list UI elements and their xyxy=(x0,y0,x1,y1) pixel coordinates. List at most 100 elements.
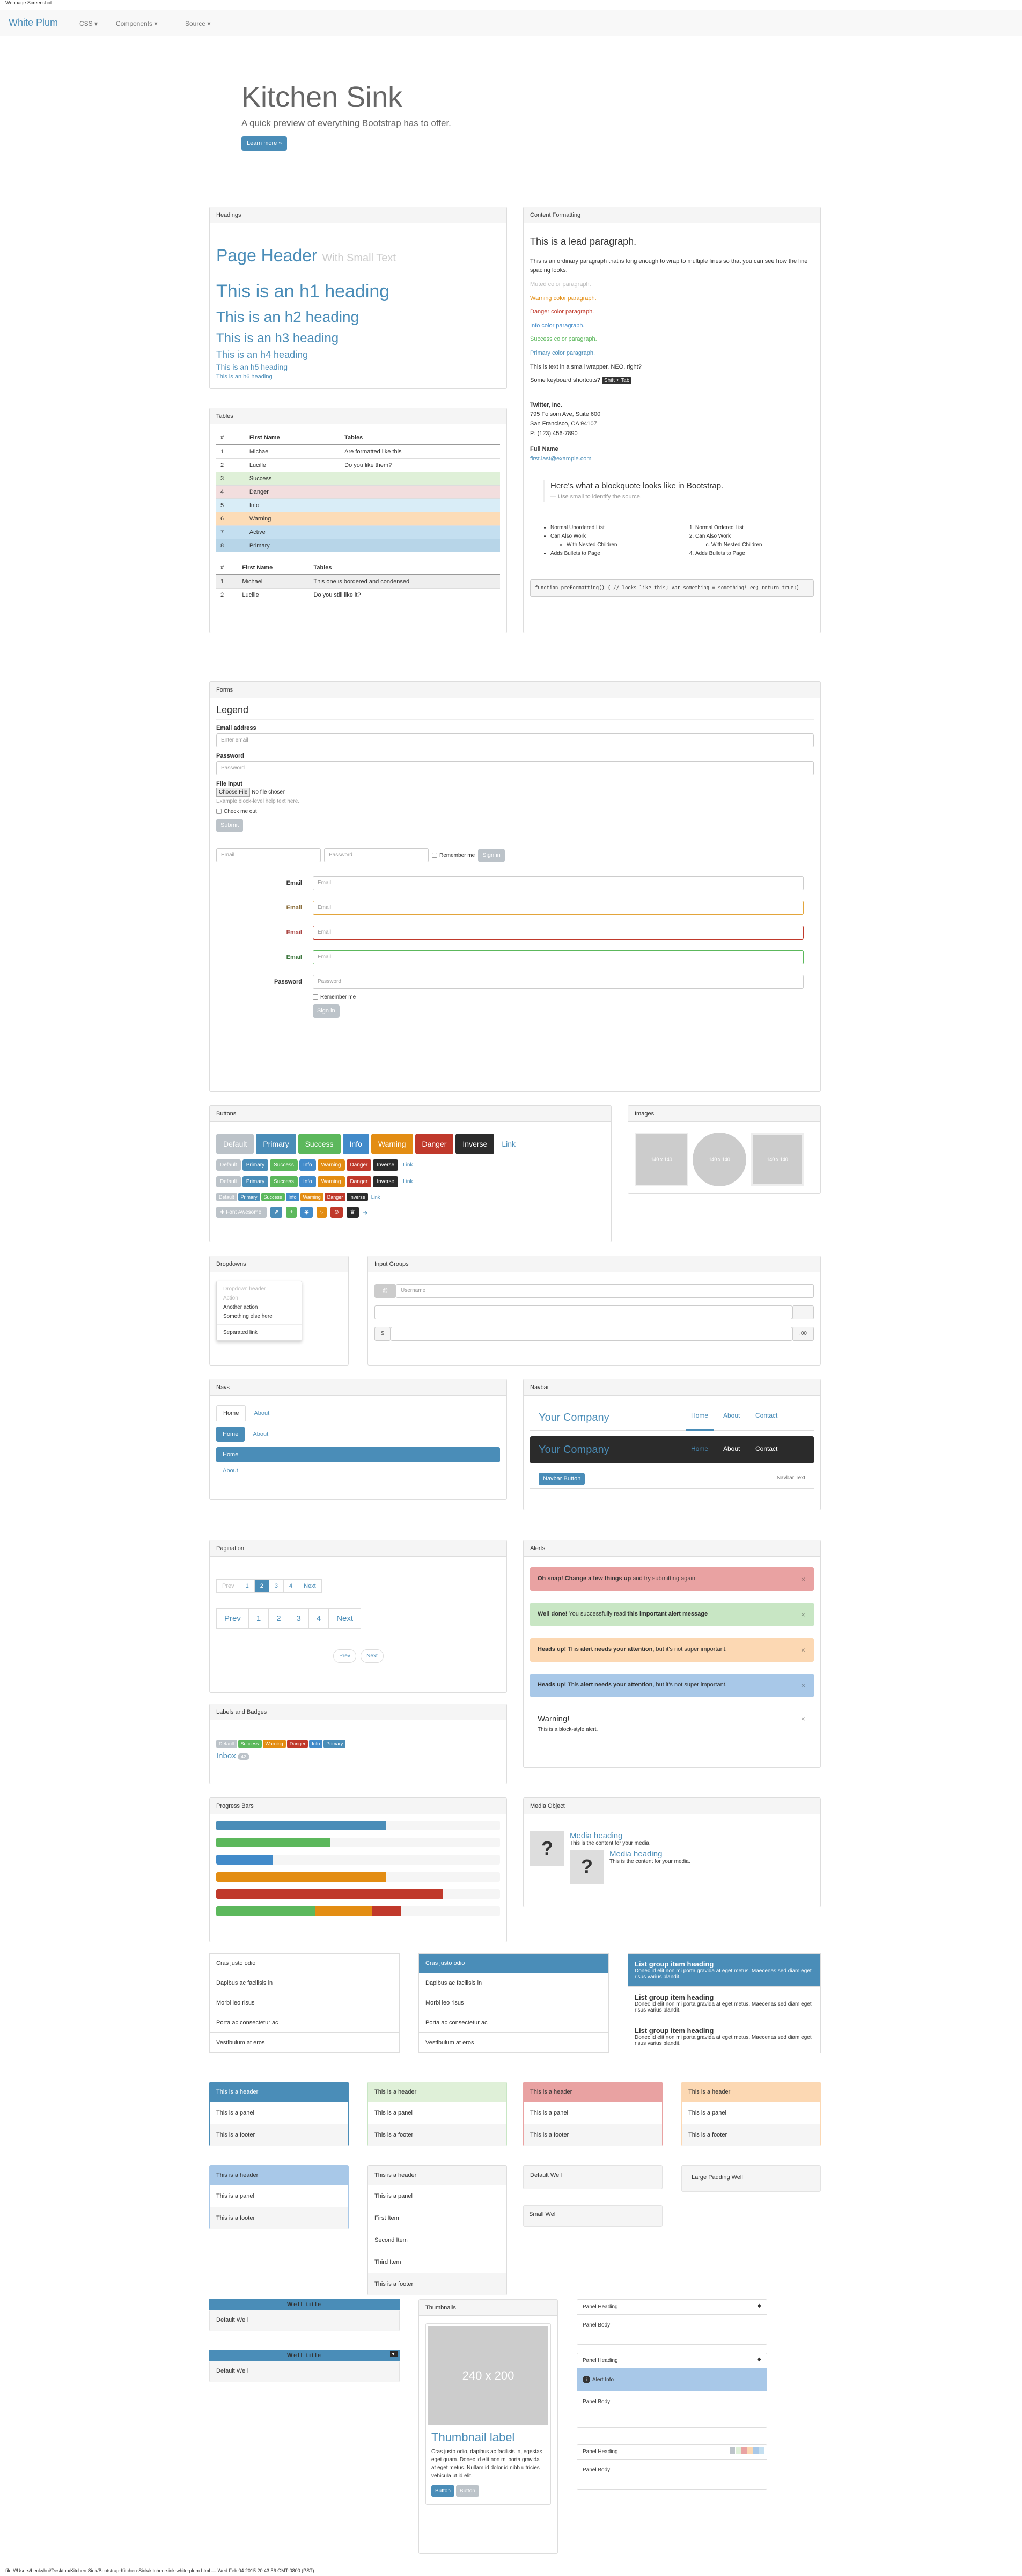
diamond-icon[interactable]: ◆ xyxy=(757,2357,761,2362)
btn-inverse-lg[interactable]: Inverse xyxy=(455,1134,495,1154)
page-link[interactable]: 2 xyxy=(268,1608,289,1629)
globe-icon[interactable]: ◉ xyxy=(300,1207,313,1218)
navbar-company[interactable]: Your Company xyxy=(539,1444,609,1456)
list-item[interactable]: Dapibus ac facilisis in xyxy=(419,1973,608,1993)
learn-more-button[interactable]: Learn more » xyxy=(241,136,288,151)
btn-link-sm[interactable]: Link xyxy=(403,1179,413,1185)
navbar-company[interactable]: Your Company xyxy=(539,1412,609,1423)
list-item[interactable]: List group item heading Donec id elit non… xyxy=(628,1987,820,2020)
btn-danger-xs[interactable]: Danger xyxy=(324,1193,346,1201)
navbar-contact[interactable]: Contact xyxy=(755,1445,778,1452)
btn-primary-sm[interactable]: Primary xyxy=(242,1176,269,1187)
btn-success-xs[interactable]: Success xyxy=(261,1193,285,1201)
thumbnail-button[interactable]: Button xyxy=(431,2485,454,2497)
btn-danger-lg[interactable]: Danger xyxy=(415,1134,454,1154)
remember-checkbox[interactable] xyxy=(432,852,437,858)
dropdown-item[interactable]: Action xyxy=(223,1295,238,1301)
inbox-link[interactable]: Inbox xyxy=(216,1751,236,1760)
btn-default-lg[interactable]: Default xyxy=(216,1134,254,1154)
btn-danger[interactable]: Danger xyxy=(346,1159,372,1171)
h-email-error[interactable]: Email xyxy=(313,926,804,940)
btn-warning[interactable]: Warning xyxy=(317,1159,345,1171)
list-item[interactable]: Cras justo odio xyxy=(210,1954,399,1973)
list-item[interactable]: Morbi leo risus xyxy=(419,1993,608,2013)
btn-info[interactable]: Info xyxy=(299,1159,316,1171)
dropdown-item[interactable]: Another action xyxy=(223,1304,258,1310)
username-input[interactable]: Username xyxy=(396,1284,814,1298)
list-item-active[interactable]: Cras justo odio xyxy=(419,1954,608,1973)
page-link[interactable]: 3 xyxy=(288,1608,309,1629)
nav-components[interactable]: Components ▾ xyxy=(116,20,158,27)
close-icon[interactable]: × xyxy=(800,1575,805,1583)
page-next[interactable]: Next xyxy=(298,1579,322,1593)
email-link[interactable]: first.last@example.com xyxy=(530,455,592,462)
btn-inverse[interactable]: Inverse xyxy=(373,1159,399,1171)
btn-link-xs[interactable]: Link xyxy=(371,1194,380,1200)
toggle-icon[interactable]: ▾ xyxy=(389,2351,398,2357)
password-input[interactable]: Password xyxy=(216,761,814,775)
dropdown-item[interactable]: Separated link xyxy=(223,1330,258,1335)
inline-signin-button[interactable]: Sign in xyxy=(478,848,505,862)
amount-input[interactable] xyxy=(374,1305,792,1319)
list-item[interactable]: Morbi leo risus xyxy=(210,1993,399,2013)
submit-button[interactable]: Submit xyxy=(216,819,244,832)
h-email-success[interactable]: Email xyxy=(313,950,804,964)
btn-success-lg[interactable]: Success xyxy=(298,1134,341,1154)
page-link[interactable]: 1 xyxy=(248,1608,269,1629)
btn-warning-lg[interactable]: Warning xyxy=(371,1134,413,1154)
thumbnail-button[interactable]: Button xyxy=(455,2485,479,2497)
btn-default-xs[interactable]: Default xyxy=(216,1193,237,1201)
email-input[interactable]: Enter email xyxy=(216,733,814,747)
h-remember-checkbox[interactable] xyxy=(313,994,318,1000)
h-email-input[interactable]: Email xyxy=(313,876,804,890)
list-item[interactable]: Vestibulum at eros xyxy=(216,2039,265,2046)
inline-email-input[interactable]: Email xyxy=(216,848,321,862)
pill-about[interactable]: About xyxy=(253,1431,269,1437)
font-awesome-button[interactable]: ✚ Font Awesome! xyxy=(216,1207,267,1218)
choose-file-button[interactable]: Choose File xyxy=(216,788,251,797)
diamond-icon[interactable]: ◆ xyxy=(757,2303,761,2309)
h-signin-button[interactable]: Sign in xyxy=(313,1004,340,1018)
h-password-input[interactable]: Password xyxy=(313,975,804,989)
page-link[interactable]: 3 xyxy=(268,1579,284,1593)
pager-prev[interactable]: Prev xyxy=(333,1649,356,1663)
brand[interactable]: White Plum xyxy=(9,17,58,28)
list-item[interactable]: Dapibus ac facilisis in xyxy=(210,1973,399,1993)
page-active[interactable]: 2 xyxy=(254,1579,269,1593)
close-icon[interactable]: × xyxy=(800,1646,805,1654)
navbar-about[interactable]: About xyxy=(723,1445,740,1452)
btn-warning-sm[interactable]: Warning xyxy=(317,1176,345,1187)
page-link[interactable]: 4 xyxy=(283,1579,299,1593)
pill-home[interactable]: Home xyxy=(216,1427,245,1442)
plus-icon[interactable]: + xyxy=(286,1207,297,1218)
stacked-about[interactable]: About xyxy=(223,1467,238,1474)
btn-info-sm[interactable]: Info xyxy=(299,1176,316,1187)
bolt-icon[interactable]: ϟ xyxy=(316,1207,327,1218)
btn-primary-xs[interactable]: Primary xyxy=(238,1193,260,1201)
btn-info-lg[interactable]: Info xyxy=(342,1134,369,1154)
tab-about[interactable]: About xyxy=(254,1410,270,1417)
stacked-home[interactable]: Home xyxy=(216,1447,500,1462)
navbar-button[interactable]: Navbar Button xyxy=(539,1473,585,1485)
page-link[interactable]: 1 xyxy=(239,1579,255,1593)
btn-default-sm[interactable]: Default xyxy=(216,1176,241,1187)
h-email-warning[interactable]: Email xyxy=(313,901,804,915)
list-item[interactable]: Vestibulum at eros xyxy=(425,2039,474,2046)
btn-primary[interactable]: Primary xyxy=(242,1159,269,1171)
btn-primary-lg[interactable]: Primary xyxy=(256,1134,296,1154)
btn-link-lg[interactable]: Link xyxy=(502,1140,516,1148)
btn-default[interactable]: Default xyxy=(216,1159,241,1171)
inline-password-input[interactable]: Password xyxy=(324,848,429,862)
btn-warning-xs[interactable]: Warning xyxy=(300,1193,323,1201)
nav-source[interactable]: Source ▾ xyxy=(185,20,211,27)
navbar-about[interactable]: About xyxy=(723,1412,740,1419)
page-next-lg[interactable]: Next xyxy=(328,1608,362,1629)
tab-home[interactable]: Home xyxy=(216,1405,246,1421)
price-input[interactable] xyxy=(391,1327,792,1341)
btn-success-sm[interactable]: Success xyxy=(270,1176,298,1187)
btn-inverse-sm[interactable]: Inverse xyxy=(373,1176,399,1187)
btn-inverse-xs[interactable]: Inverse xyxy=(347,1193,368,1201)
pager-next[interactable]: Next xyxy=(361,1649,384,1663)
close-icon[interactable]: × xyxy=(800,1610,805,1619)
nav-css[interactable]: CSS ▾ xyxy=(79,20,98,27)
